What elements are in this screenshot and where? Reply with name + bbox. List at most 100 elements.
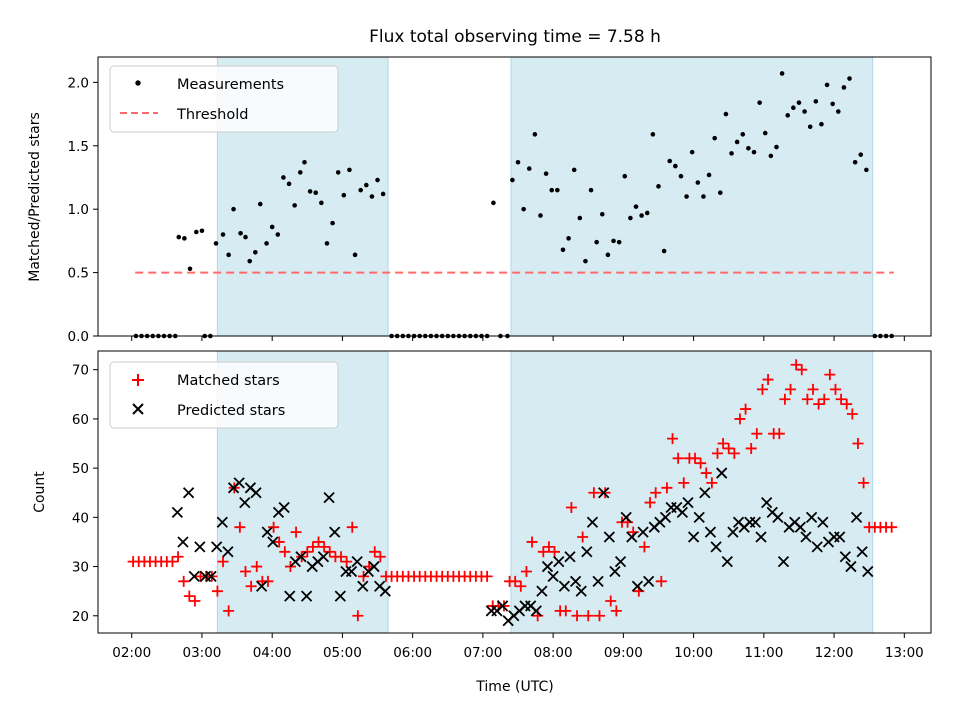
measurement-point [740,132,746,137]
measurement-point [253,250,258,255]
matched-star-point [318,541,330,553]
matched-star-point [211,585,223,597]
top-panel: 0.00.51.01.52.0 Matched/Predicted stars … [27,56,932,345]
predicted-star-point [222,546,234,558]
top-axes-frame [97,56,932,337]
predicted-star-point [284,590,296,602]
measurement-point [555,187,560,193]
measurement-point [257,201,263,207]
measurement-point [341,192,347,198]
predicted-star-point [351,556,363,568]
matched-star-point [695,457,707,469]
matched-star-point [245,580,257,592]
bottom-legend-box [109,361,339,429]
measurement-point [335,170,341,175]
predicted-star-point [693,511,705,523]
predicted-star-point [626,531,638,543]
predicted-star-point [216,516,228,528]
matched-star-point [549,546,561,558]
predicted-star-point [239,496,251,509]
predicted-star-point [721,556,733,568]
measurement-point [807,124,813,130]
matched-star-point [217,556,229,568]
matched-star-point [537,546,549,558]
predicted-star-point [379,585,391,597]
predicted-star-point [592,575,604,587]
matched-star-point [846,408,858,420]
matched-star-point [509,575,521,587]
matched-star-point [172,551,184,563]
predicted-star-point [620,511,632,523]
legend-predicted-marker [132,403,144,415]
bottom-y-tick-label: 60 [72,412,89,428]
matched-star-point [734,413,746,425]
measurement-point [577,215,583,221]
matched-star-point [262,575,274,587]
measurement-point [313,190,319,195]
bottom-y-axis-label: Count [32,471,48,513]
predicted-star-point [317,551,330,563]
measurement-point [768,153,774,159]
measurement-point [187,266,193,272]
predicted-star-point [856,546,868,558]
measurement-point [751,149,757,155]
measurement-point [599,211,605,217]
predicted-star-point [755,531,767,543]
matched-star-point [740,403,752,415]
measurement-point [588,187,594,193]
matched-star-point [346,521,358,533]
matched-star-point [801,393,813,405]
measurement-point [560,247,566,253]
measurement-point [819,121,824,127]
measurement-point [701,194,706,199]
observing-window-shade [510,350,874,634]
measurement-point [734,139,740,145]
legend-predicted-label: Predicted stars [177,403,285,419]
matched-star-point [610,605,622,617]
predicted-star-point [716,467,728,479]
predicted-star-point [194,541,206,553]
legend-threshold-label: Threshold [176,107,248,123]
measurement-point [774,144,779,150]
measurement-point [238,230,243,236]
matched-star-point [672,452,684,464]
matched-star-point [796,364,808,376]
predicted-star-point [171,506,184,519]
matched-star-point [234,521,246,533]
predicted-star-point [558,580,571,592]
matched-star-point [515,580,527,592]
predicted-star-point [800,531,812,543]
measurement-point [785,113,791,118]
measurement-point [347,167,352,173]
predicted-star-point [541,560,554,573]
matched-star-point [655,575,667,587]
measurement-point [746,146,751,151]
measurement-point [571,167,577,173]
measurement-point [515,159,521,165]
predicted-star-point [530,605,542,617]
matched-star-point [599,487,611,499]
measurement-point [583,258,588,264]
measurement-point [847,76,852,81]
measurement-point [706,172,712,178]
measurement-point [605,252,611,258]
measurement-point [611,238,616,244]
predicted-star-point [845,560,857,573]
bottom-y-tick-label: 70 [72,363,89,379]
matched-star-point [268,521,280,533]
matched-star-point [520,565,532,577]
predicted-star-point [575,585,587,597]
measurement-point [628,215,633,221]
measurement-point [302,159,307,165]
legend-matched-marker [132,374,144,386]
predicted-star-point [205,570,217,583]
predicted-star-point [862,565,874,578]
matched-star-point [223,605,235,617]
measurement-point [830,101,835,107]
top-y-tick-label: 2.0 [68,75,89,91]
matched-star-point [166,556,178,568]
measurement-point [286,181,292,187]
predicted-star-point [631,580,644,592]
predicted-star-point [687,531,700,543]
matched-star-point [818,393,830,405]
